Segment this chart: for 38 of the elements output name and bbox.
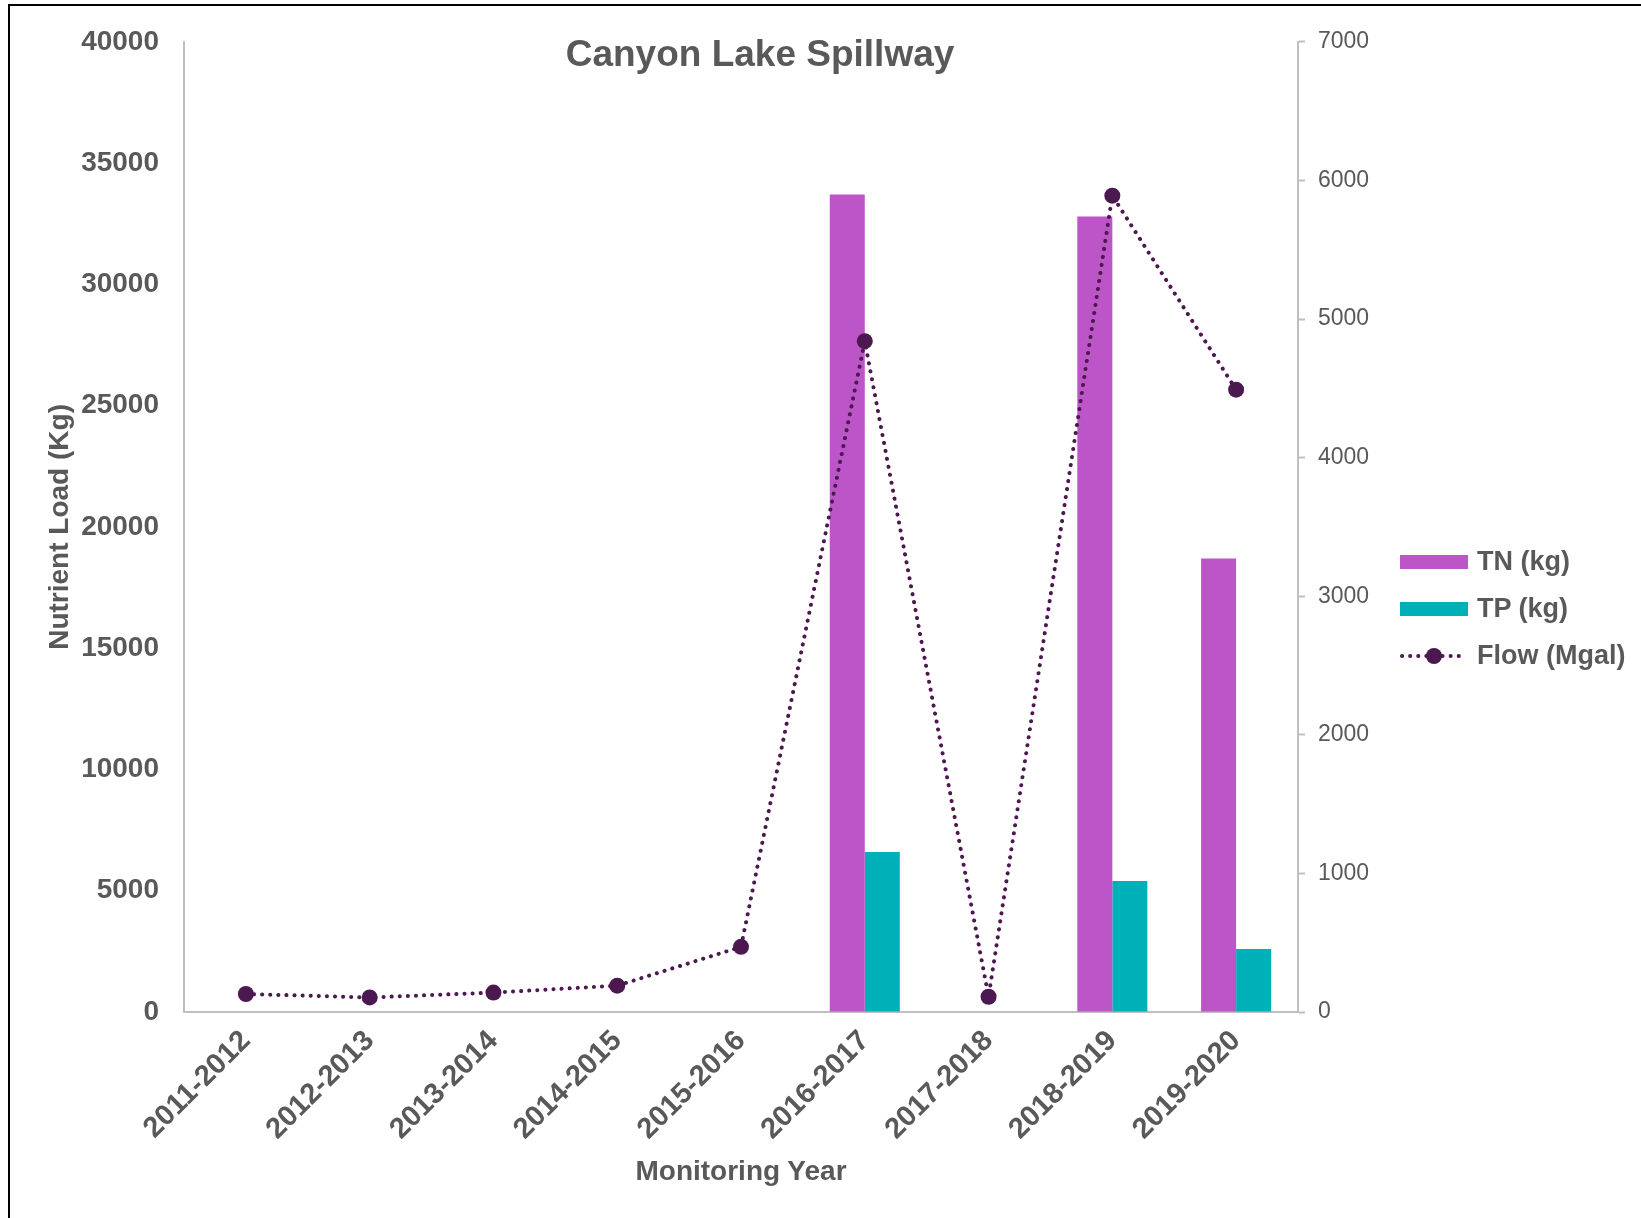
bar	[1077, 216, 1113, 1012]
bar	[864, 851, 900, 1012]
y-tick-label: 0	[143, 994, 159, 1026]
y2-tick-label: 7000	[1318, 27, 1370, 54]
bar	[1201, 558, 1237, 1012]
point	[485, 984, 502, 1001]
point	[609, 977, 626, 994]
y-tick-label: 25000	[81, 388, 159, 420]
point	[237, 985, 254, 1002]
point	[733, 938, 749, 955]
bar	[1236, 948, 1272, 1012]
x-axis-title: Monitoring Year	[635, 1154, 847, 1186]
legend-label: Flow (Mgal)	[1477, 640, 1626, 671]
chart-title: Canyon Lake Spillway	[565, 33, 955, 75]
y-tick-label: 30000	[81, 267, 159, 299]
y-tick-label: 15000	[81, 630, 159, 662]
y-tick-label: 20000	[81, 509, 159, 541]
point	[1228, 381, 1245, 398]
point	[1104, 187, 1121, 204]
point	[980, 988, 997, 1005]
y2-tick-label: 2000	[1318, 720, 1370, 747]
point	[856, 333, 873, 350]
y-tick-label: 5000	[96, 873, 159, 905]
y-tick-label: 40000	[81, 24, 159, 56]
y-tick-label: 10000	[81, 752, 159, 784]
bar	[829, 194, 865, 1012]
y2-tick-label: 3000	[1318, 581, 1370, 608]
y2-tick-label: 6000	[1318, 165, 1370, 192]
y2-tick-label: 1000	[1318, 858, 1370, 885]
y2-tick-label: 4000	[1318, 442, 1370, 469]
y2-tick-label: 5000	[1318, 304, 1370, 331]
legend-label: TN (kg)	[1477, 546, 1570, 577]
y-axis-title: Nutrient Load (Kg)	[42, 404, 74, 650]
point	[361, 989, 378, 1006]
y2-tick-label: 0	[1318, 997, 1331, 1024]
bar	[1112, 881, 1148, 1012]
y-tick-label: 35000	[81, 145, 159, 177]
legend-label: TP (kg)	[1477, 593, 1569, 624]
